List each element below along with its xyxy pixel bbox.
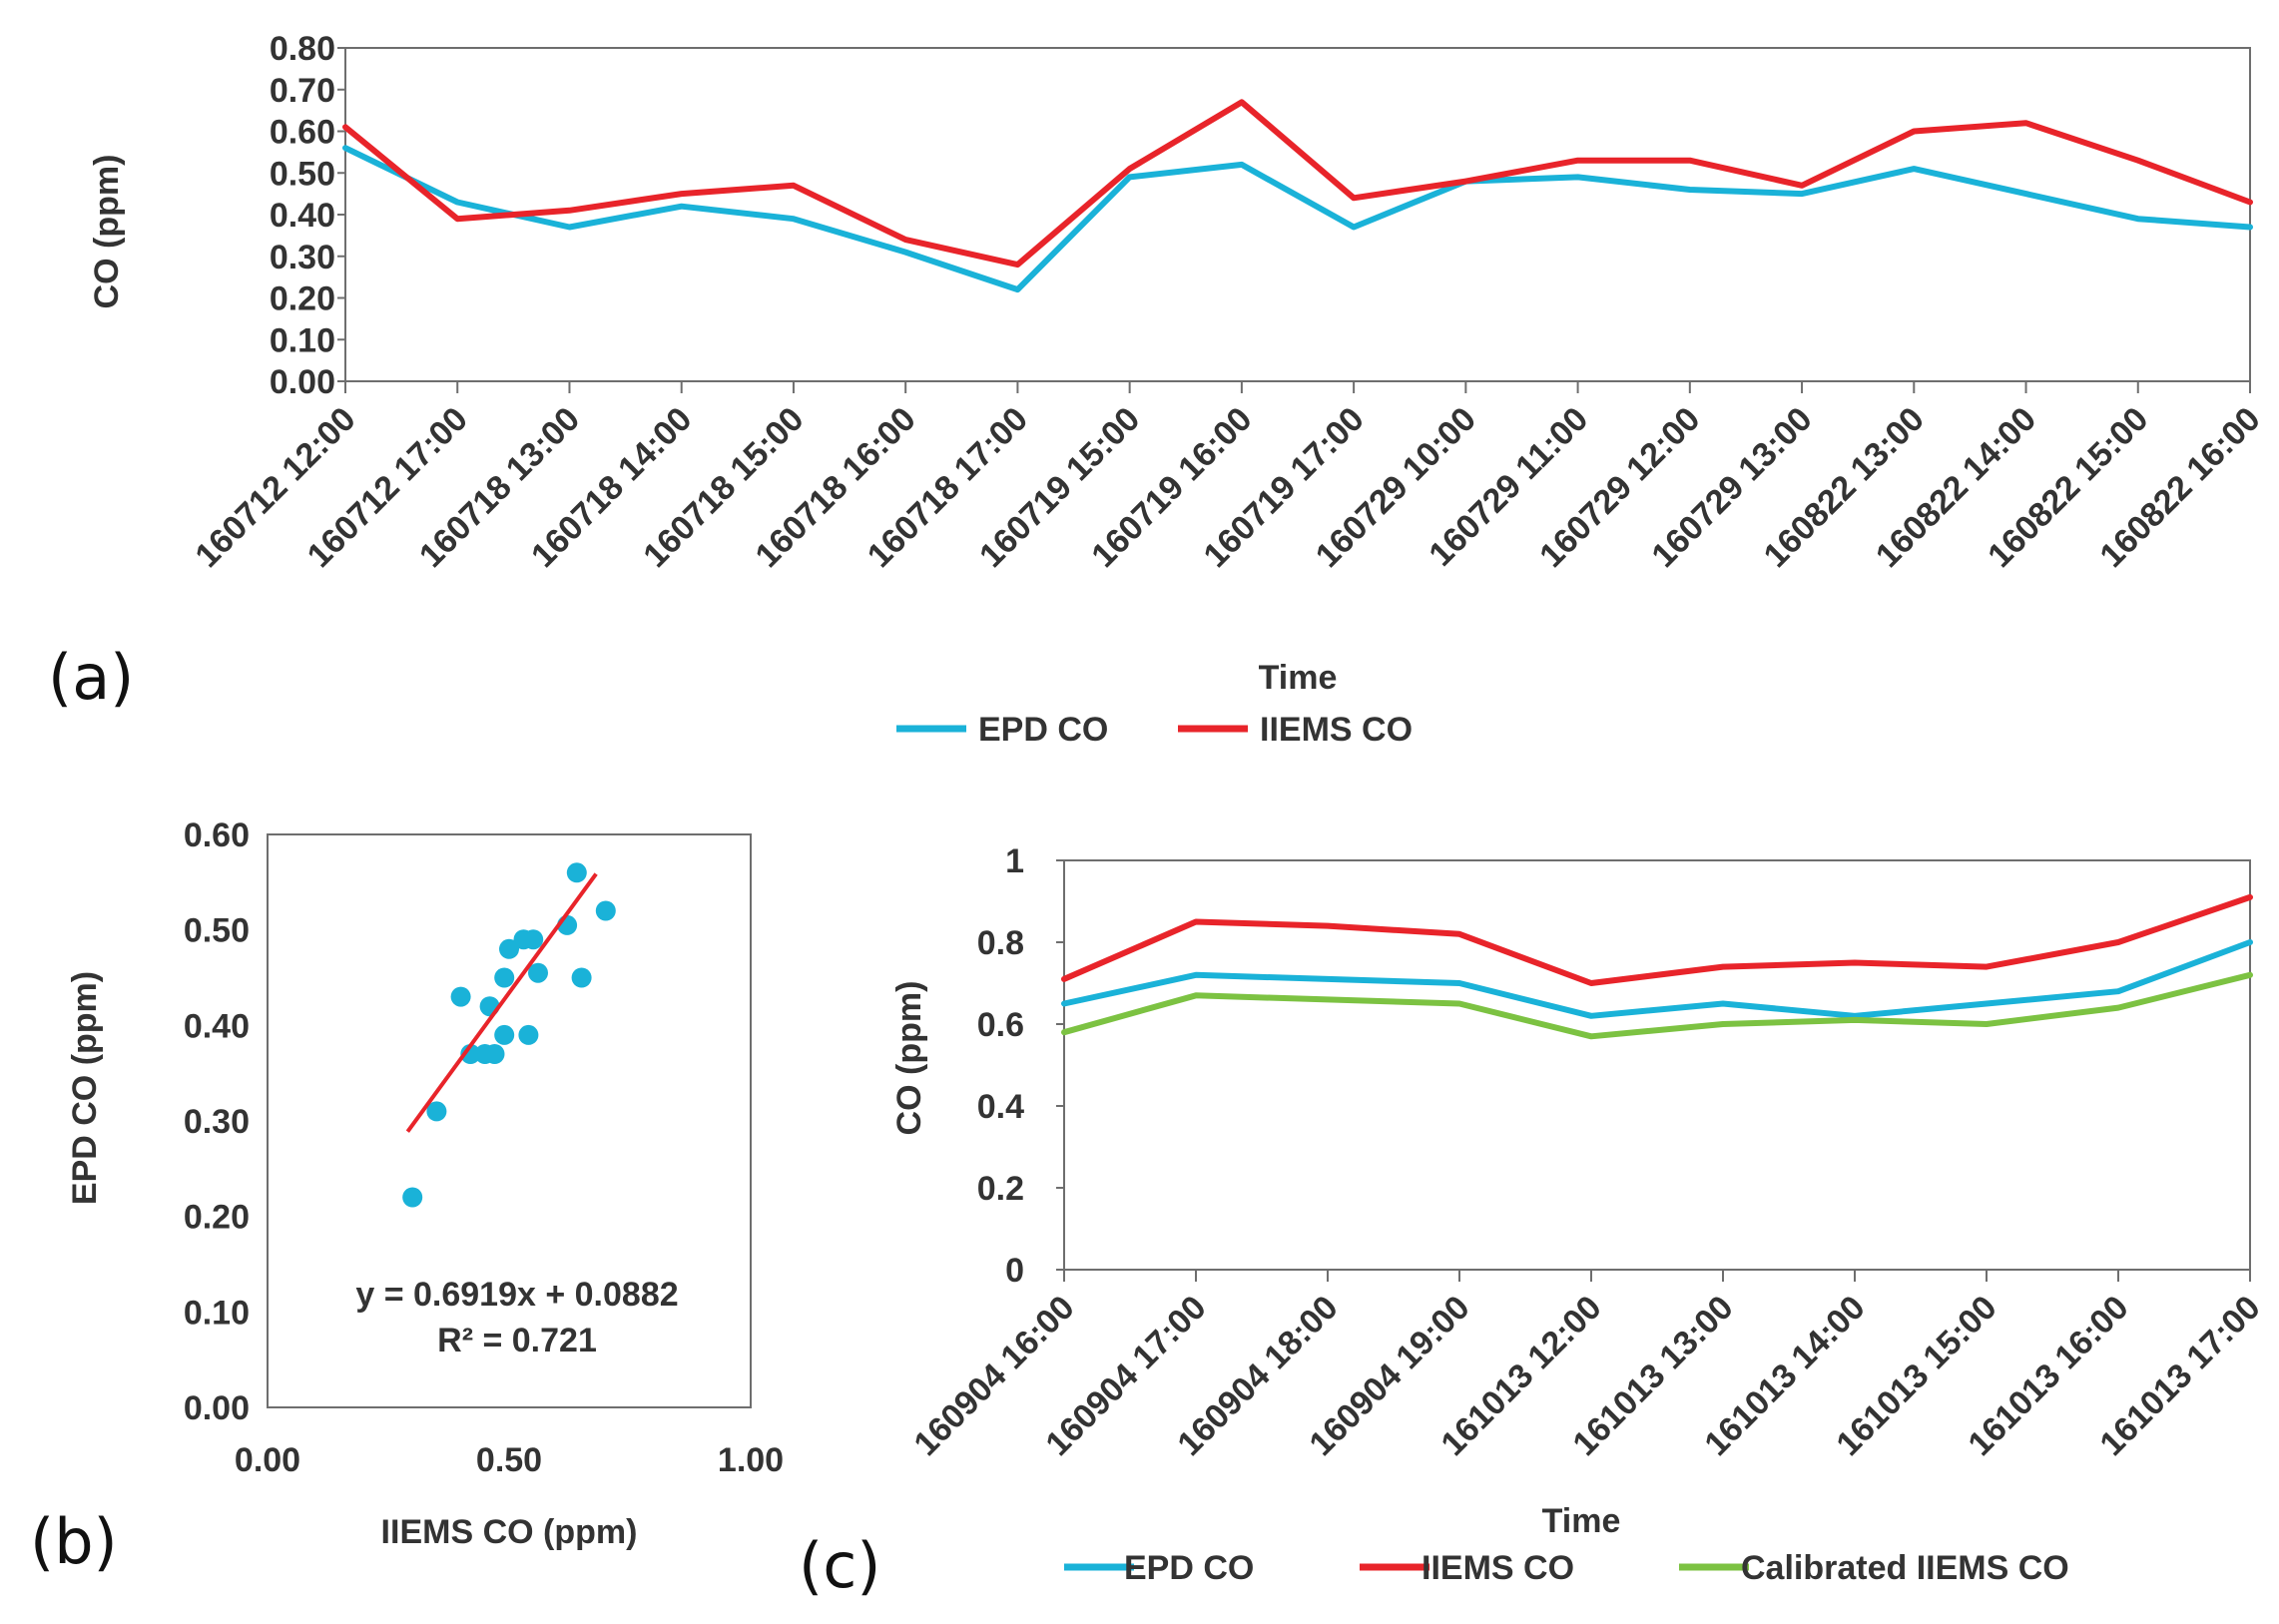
- y-axis-label: CO (ppm): [88, 155, 126, 309]
- r-squared-label: R² = 0.721: [437, 1322, 597, 1359]
- legend-entry: EPD CO: [978, 711, 1108, 749]
- y-tick-label: 0.40: [270, 197, 335, 235]
- data-point: [494, 967, 515, 988]
- regression-equation: y = 0.6919x + 0.0882: [355, 1276, 678, 1314]
- y-tick-label: 0.10: [270, 321, 335, 359]
- trendline: [405, 872, 598, 1133]
- plot-area-c: [1063, 859, 2251, 1271]
- y-tick-label: 0: [1005, 1252, 1024, 1290]
- data-point: [479, 996, 500, 1017]
- legend-entry: Calibrated IIEMS CO: [1741, 1549, 2069, 1587]
- y-tick-label: 0.60: [184, 816, 250, 854]
- data-point: [571, 967, 592, 988]
- data-point: [523, 929, 544, 950]
- x-axis-label: IIEMS CO (ppm): [381, 1513, 638, 1551]
- series-line-calibrated-iiems-co: [1061, 971, 2253, 1040]
- y-axis-label: EPD CO (ppm): [66, 971, 104, 1205]
- series-line-iiems-co: [1061, 893, 2253, 986]
- y-tick-label: 0.50: [270, 155, 335, 193]
- chart-b: 0.00 0.10 0.20 0.30 0.40 0.50 0.60 0.00 0.50 1.00…: [30, 816, 784, 1578]
- data-point: [426, 1101, 447, 1122]
- y-tick-label: 0.6: [977, 1006, 1024, 1044]
- y-tick-label: 0.60: [270, 114, 335, 152]
- y-tick-label: 1: [1005, 842, 1024, 880]
- y-axis-label: CO (ppm): [890, 981, 928, 1136]
- x-tick-label: 1.00: [718, 1441, 784, 1479]
- data-point: [402, 1187, 423, 1208]
- series-line-epd-co: [342, 145, 2253, 293]
- data-point: [518, 1024, 539, 1045]
- data-point: [595, 900, 616, 921]
- y-tick-label: 0.8: [977, 924, 1024, 962]
- x-tick-label: 0.50: [476, 1441, 542, 1479]
- x-axis-label: Time: [1542, 1502, 1621, 1540]
- y-tick-label: 0.20: [184, 1199, 250, 1237]
- x-tick-label: 0.00: [235, 1441, 300, 1479]
- y-tick-label: 0.00: [184, 1389, 250, 1427]
- y-tick-label: 0.40: [184, 1007, 250, 1045]
- legend-entry: IIEMS CO: [1422, 1549, 1574, 1587]
- y-tick-label: 0.2: [977, 1170, 1024, 1208]
- data-point: [460, 1044, 481, 1064]
- data-point: [494, 1024, 515, 1045]
- data-point: [450, 986, 471, 1007]
- panel-label-a: (a): [48, 641, 134, 714]
- y-tick-label: 0.10: [184, 1294, 250, 1332]
- panel-label-b: (b): [30, 1505, 118, 1578]
- chart-a: 0.000.100.200.300.400.500.600.700.801607…: [48, 30, 2268, 749]
- plot-area-b: [267, 833, 752, 1408]
- panel-label-c: (c): [799, 1529, 880, 1602]
- y-tick-label: 0.20: [270, 280, 335, 318]
- data-point: [484, 1044, 505, 1064]
- series-line-iiems-co: [342, 99, 2253, 269]
- data-point: [528, 962, 548, 983]
- x-axis-label: Time: [1259, 659, 1338, 697]
- y-tick-label: 0.4: [977, 1088, 1024, 1126]
- y-tick-label: 0.80: [270, 30, 335, 68]
- data-point: [499, 938, 519, 959]
- y-tick-label: 0.00: [270, 363, 335, 401]
- data-point: [566, 862, 587, 883]
- y-tick-label: 0.70: [270, 72, 335, 110]
- series-line-epd-co: [1061, 939, 2253, 1019]
- legend-entry: EPD CO: [1124, 1549, 1254, 1587]
- y-tick-label: 0.30: [184, 1103, 250, 1141]
- y-tick-label: 0.50: [184, 912, 250, 950]
- y-tick-label: 0.30: [270, 239, 335, 276]
- legend-entry: IIEMS CO: [1260, 711, 1413, 749]
